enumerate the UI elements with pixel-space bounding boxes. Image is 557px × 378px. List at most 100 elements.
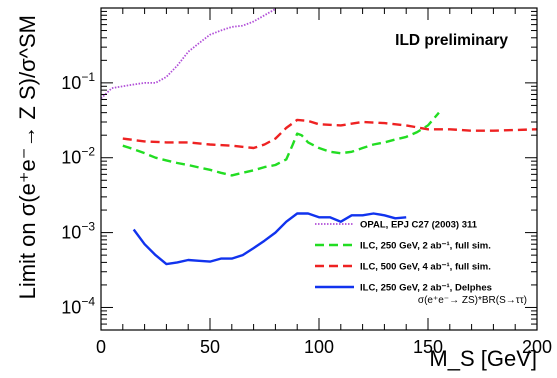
series-4-point [329, 216, 331, 218]
series-1-point [122, 85, 124, 87]
x-axis-label: M_S [GeV] [429, 346, 537, 371]
series-4-line [132, 212, 407, 266]
series-3-point [122, 137, 124, 139]
series-4-point [351, 214, 353, 216]
series-1-point [111, 87, 113, 89]
series-2 [122, 111, 440, 177]
series-2-point [263, 166, 265, 168]
series-3-point [514, 129, 516, 131]
series-3-point [383, 122, 385, 124]
series-3-point [296, 119, 298, 121]
series-1-point [133, 83, 135, 85]
y-tick-label: 10−1 [61, 70, 95, 93]
series-4-point [143, 243, 145, 245]
series-1 [100, 8, 276, 100]
series-3-point [405, 124, 407, 126]
series-2-point [220, 172, 222, 174]
series-1-point [154, 82, 156, 84]
chart-title: ILD preliminary [395, 32, 508, 49]
series-3-point [231, 145, 233, 147]
series-1-point [220, 29, 222, 31]
series-1-point [165, 76, 167, 78]
series-1-point [231, 26, 233, 28]
series-2-line [122, 111, 440, 177]
series-2-point [351, 151, 353, 153]
series-4-point [242, 254, 244, 256]
series-3-point [274, 137, 276, 139]
x-tick-label: 0 [96, 337, 106, 357]
x-tick-label: 150 [413, 337, 443, 357]
x-tick-label: 200 [522, 337, 552, 357]
series-1-line [100, 8, 276, 100]
series-2-point [438, 112, 440, 114]
series-2-point [143, 152, 145, 154]
series-3-point [209, 143, 211, 145]
series-2-point [307, 141, 309, 143]
series-2-point [318, 147, 320, 149]
series-4-point [405, 216, 407, 218]
series-3-point [187, 141, 189, 143]
series-2-point [198, 166, 200, 168]
series-2-point [361, 147, 363, 149]
series-2-point [300, 134, 302, 136]
series-1-point [187, 51, 189, 53]
series-2-point [416, 131, 418, 133]
y-ticks: 10−4 10−3 10−2 10−1 [61, 10, 537, 331]
series-2-point [154, 157, 156, 159]
y-tick-label: 10−3 [61, 220, 95, 243]
chart-annotation: σ(e⁺e⁻→ ZS)*BR(S→ττ) [418, 295, 527, 306]
series-2-point [133, 148, 135, 150]
series-4-point [383, 214, 385, 216]
series-1-point [176, 64, 178, 66]
series-3-point [427, 128, 429, 130]
series-4-point [263, 240, 265, 242]
series-4-point [307, 212, 309, 214]
legend-label-4: ILC, 250 GeV, 2 ab⁻¹, Delphes [360, 283, 492, 294]
y-tick-label: 10−4 [61, 294, 95, 317]
series-2-point [329, 151, 331, 153]
series-1-point [252, 20, 254, 22]
series-1-point [263, 14, 265, 16]
series-2-point [394, 138, 396, 140]
series-3-point [165, 141, 167, 143]
series-3-point [143, 140, 145, 142]
series-2-point [427, 124, 429, 126]
series-4-point [252, 247, 254, 249]
series-4-point [285, 221, 287, 223]
series-2-point [292, 143, 294, 145]
series-3-point [307, 120, 309, 122]
series-3-point [252, 147, 254, 149]
series-1-point [143, 82, 145, 84]
x-tick-label: 50 [200, 337, 220, 357]
series-4-point [274, 231, 276, 233]
series-2-point [405, 136, 407, 138]
series-2-point [187, 164, 189, 166]
series-4-point [209, 260, 211, 262]
series-4-point [231, 257, 233, 259]
x-ticks: 0 50 100 150 200 [96, 8, 552, 357]
legend-label-2: ILC, 250 GeV, 2 ab⁻¹, full sim. [360, 241, 491, 252]
legend: OPAL, EPJ C27 (2003) 311 ILC, 250 GeV, 2 … [315, 220, 492, 294]
series-2-point [274, 164, 276, 166]
series-4-point [154, 254, 156, 256]
series-1-point [209, 34, 211, 36]
series-2-point [165, 159, 167, 161]
series-4-point [176, 261, 178, 263]
series-1-point [242, 25, 244, 27]
series-2-point [209, 169, 211, 171]
series-4-point [133, 228, 135, 230]
series-3-point [318, 123, 320, 125]
series-4-point [340, 221, 342, 223]
series-2-point [296, 132, 298, 134]
series-2-point [372, 143, 374, 145]
x-tick-label: 100 [304, 337, 334, 357]
series-3-point [361, 121, 363, 123]
y-tick-label: 10−2 [61, 145, 95, 168]
series-2-point [231, 174, 233, 176]
series-layer [100, 8, 538, 266]
legend-label-1: OPAL, EPJ C27 (2003) 311 [360, 220, 478, 231]
series-4-point [220, 257, 222, 259]
series-3-point [449, 128, 451, 130]
